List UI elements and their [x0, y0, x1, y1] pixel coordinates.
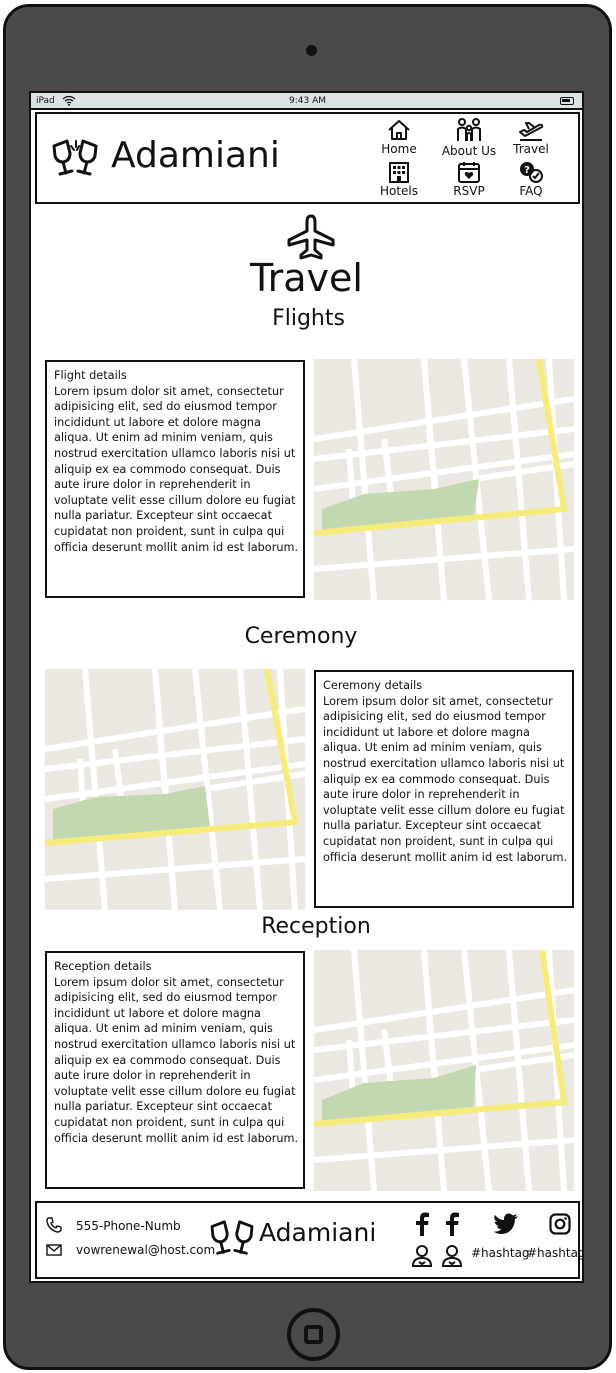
ceremony-details-panel: Ceremony details Lorem ipsum dolor sit a…	[314, 670, 574, 908]
footer-email[interactable]: vowrenewal@host.com	[76, 1243, 216, 1257]
phone-icon	[46, 1217, 62, 1233]
home-button-square	[304, 1325, 323, 1344]
airplane-icon	[287, 214, 335, 260]
details-text: Lorem ipsum dolor sit amet, consectetur …	[54, 975, 299, 1145]
status-bar: iPad 9:43 AM	[31, 93, 582, 110]
nav-item-label: Hotels	[379, 184, 419, 198]
footer-brand-name[interactable]: Adamiani	[259, 1218, 377, 1247]
facebook-icon[interactable]	[445, 1212, 459, 1236]
nav-item-hotels[interactable]: Hotels	[364, 161, 434, 198]
footer-phone[interactable]: 555-Phone-Numb	[76, 1219, 181, 1233]
nav-item-about-us[interactable]: About Us	[434, 117, 504, 158]
nav-item-faq[interactable]: ? FAQ	[496, 161, 566, 198]
section-title-ceremony: Ceremony	[244, 624, 358, 649]
nav-item-home[interactable]: Home	[364, 119, 434, 156]
status-time: 9:43 AM	[289, 96, 326, 106]
champagne-glasses-icon	[210, 1220, 254, 1255]
nav-item-label: Home	[381, 142, 417, 156]
details-title: Ceremony details	[323, 679, 423, 692]
mail-icon	[46, 1244, 62, 1256]
site-header: Adamiani Home About Us Travel Hotels RSV…	[35, 112, 580, 204]
details-title: Flight details	[54, 369, 127, 382]
calendar-heart-icon	[458, 162, 480, 183]
page-title: Travel	[250, 256, 363, 300]
brand-name[interactable]: Adamiani	[111, 135, 280, 176]
ceremony-map[interactable]	[45, 669, 305, 910]
twitter-icon[interactable]	[493, 1213, 519, 1235]
instagram-icon[interactable]	[549, 1213, 571, 1235]
nav-item-label: Travel	[513, 142, 549, 156]
details-text: Lorem ipsum dolor sit amet, consectetur …	[323, 694, 568, 864]
battery-icon	[560, 97, 574, 105]
user-icon[interactable]	[441, 1244, 463, 1268]
flight-details-panel: Flight details Lorem ipsum dolor sit ame…	[45, 360, 305, 598]
user-icon[interactable]	[411, 1244, 433, 1268]
svg-text:?: ?	[524, 165, 530, 176]
reception-map[interactable]	[314, 950, 574, 1191]
details-title: Reception details	[54, 960, 152, 973]
footer-hashtag[interactable]: #hashtag	[471, 1246, 530, 1260]
device-screen: iPad 9:43 AM Adamiani Home About Us Trav…	[29, 91, 584, 1283]
footer-hashtag[interactable]: #hashtag	[527, 1246, 584, 1260]
site-footer: 555-Phone-Numb vowrenewal@host.com Adami…	[35, 1201, 582, 1279]
details-text: Lorem ipsum dolor sit amet, consectetur …	[54, 384, 299, 554]
wifi-icon	[62, 95, 76, 106]
plane-takeoff-icon	[519, 122, 544, 141]
question-chat-icon: ?	[520, 162, 543, 183]
nav-item-rsvp[interactable]: RSVP	[434, 161, 504, 198]
hotel-icon	[389, 162, 409, 183]
reception-details-panel: Reception details Lorem ipsum dolor sit …	[45, 951, 305, 1189]
flights-map[interactable]	[314, 359, 574, 600]
nav-item-label: About Us	[441, 144, 497, 158]
nav-item-travel[interactable]: Travel	[496, 119, 566, 156]
section-title-reception: Reception	[261, 914, 371, 939]
device-home-button[interactable]	[287, 1308, 340, 1361]
family-icon	[457, 118, 481, 141]
champagne-glasses-icon	[52, 139, 98, 176]
nav-item-label: RSVP	[453, 184, 485, 198]
camera-dot	[306, 45, 317, 56]
home-icon	[388, 120, 410, 140]
section-title-flights: Flights	[272, 306, 345, 331]
nav-item-label: FAQ	[519, 184, 543, 198]
status-device-name: iPad	[36, 96, 55, 106]
facebook-icon[interactable]	[415, 1212, 429, 1236]
